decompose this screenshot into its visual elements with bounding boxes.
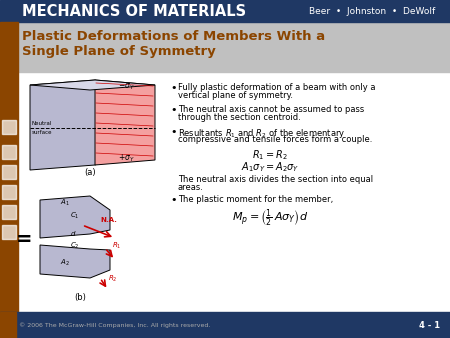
Text: compressive and tensile forces form a couple.: compressive and tensile forces form a co…	[178, 135, 373, 144]
Text: © 2006 The McGraw-Hill Companies, Inc. All rights reserved.: © 2006 The McGraw-Hill Companies, Inc. A…	[19, 322, 211, 328]
Text: $A_1$: $A_1$	[60, 198, 70, 208]
Text: Single Plane of Symmetry: Single Plane of Symmetry	[22, 46, 216, 58]
Text: Plastic Deformations of Members With a: Plastic Deformations of Members With a	[22, 30, 325, 44]
Text: vertical plane of symmetry.: vertical plane of symmetry.	[178, 91, 293, 100]
Text: $M_p = \left(\frac{1}{2}\,A\sigma_Y\right)d$: $M_p = \left(\frac{1}{2}\,A\sigma_Y\righ…	[232, 208, 308, 229]
Text: surface: surface	[32, 130, 53, 135]
Bar	[2, 145, 16, 159]
Bar	[0, 312, 16, 338]
Text: (a): (a)	[84, 168, 96, 177]
Text: •: •	[170, 83, 176, 93]
Bar	[2, 185, 16, 199]
Text: The neutral axis cannot be assumed to pass: The neutral axis cannot be assumed to pa…	[178, 105, 364, 114]
Text: •: •	[170, 105, 176, 115]
Bar	[0, 22, 18, 338]
Text: areas.: areas.	[178, 183, 204, 192]
Text: MECHANICS OF MATERIALS: MECHANICS OF MATERIALS	[22, 3, 246, 19]
Polygon shape	[30, 80, 115, 170]
Text: The neutral axis divides the section into equal: The neutral axis divides the section int…	[178, 175, 373, 184]
Bar	[2, 165, 16, 179]
Text: 4 - 1: 4 - 1	[419, 320, 440, 330]
Text: $+\sigma_Y$: $+\sigma_Y$	[118, 152, 135, 164]
Text: The plastic moment for the member,: The plastic moment for the member,	[178, 195, 333, 204]
Text: $R_1$: $R_1$	[112, 241, 122, 251]
Text: •: •	[170, 127, 176, 137]
Bar	[0, 312, 450, 338]
Text: $R_2$: $R_2$	[108, 274, 117, 284]
Text: $-\sigma_Y$: $-\sigma_Y$	[118, 81, 135, 92]
Text: Beer  •  Johnston  •  DeWolf: Beer • Johnston • DeWolf	[309, 6, 435, 16]
Bar	[2, 120, 16, 134]
Polygon shape	[30, 80, 155, 90]
Text: $C_2$: $C_2$	[70, 241, 80, 251]
Text: =: =	[16, 231, 32, 249]
Polygon shape	[95, 80, 155, 165]
Text: N.A.: N.A.	[100, 217, 117, 223]
Bar	[2, 225, 16, 239]
Bar	[2, 205, 16, 219]
Text: Neutral: Neutral	[32, 121, 52, 126]
Text: through the section centroid.: through the section centroid.	[178, 113, 301, 122]
Polygon shape	[40, 196, 110, 238]
Text: $A_1\sigma_Y = A_2\sigma_Y$: $A_1\sigma_Y = A_2\sigma_Y$	[241, 160, 299, 174]
Text: Fully plastic deformation of a beam with only a: Fully plastic deformation of a beam with…	[178, 83, 375, 92]
Text: Resultants $R_1$ and $R_2$ of the elementary: Resultants $R_1$ and $R_2$ of the elemen…	[178, 127, 345, 140]
Text: •: •	[170, 195, 176, 205]
Text: $C_1$: $C_1$	[70, 211, 80, 221]
Text: $d$: $d$	[70, 229, 77, 238]
Polygon shape	[40, 245, 110, 278]
Bar	[0, 0, 450, 22]
Bar	[18, 72, 450, 312]
Bar	[18, 22, 450, 72]
Text: $R_1 = R_2$: $R_1 = R_2$	[252, 148, 288, 162]
Text: $A_2$: $A_2$	[60, 258, 70, 268]
Text: (b): (b)	[74, 293, 86, 302]
